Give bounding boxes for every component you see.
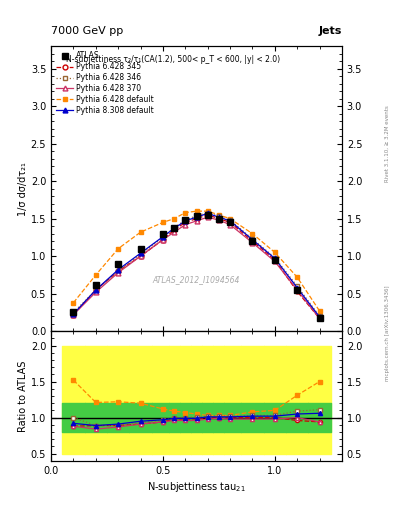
Pythia 6.428 345 xyxy=(317,315,322,322)
Text: ATLAS_2012_I1094564: ATLAS_2012_I1094564 xyxy=(153,275,240,284)
Pythia 6.428 default xyxy=(228,216,232,222)
Pythia 6.428 345 xyxy=(194,216,199,222)
Pythia 6.428 default xyxy=(217,212,221,218)
Pythia 6.428 346 xyxy=(116,268,121,274)
Pythia 6.428 370 xyxy=(161,237,165,243)
Pythia 6.428 370 xyxy=(172,229,176,235)
Pythia 6.428 346 xyxy=(71,309,76,315)
Pythia 6.428 346 xyxy=(94,287,98,293)
Pythia 6.428 345 xyxy=(71,312,76,318)
Line: Pythia 6.428 345: Pythia 6.428 345 xyxy=(71,212,322,321)
Pythia 6.428 default xyxy=(194,208,199,214)
Pythia 8.308 default xyxy=(194,214,199,220)
Pythia 6.428 default xyxy=(183,209,188,216)
Pythia 6.428 346 xyxy=(295,283,299,289)
Text: 7000 GeV pp: 7000 GeV pp xyxy=(51,26,123,36)
Pythia 6.428 346 xyxy=(250,236,255,242)
Pythia 6.428 370 xyxy=(71,312,76,318)
Pythia 8.308 default xyxy=(228,218,232,224)
Pythia 8.308 default xyxy=(217,214,221,220)
Pythia 8.308 default xyxy=(138,250,143,256)
Pythia 6.428 default xyxy=(94,272,98,278)
Pythia 6.428 346 xyxy=(161,234,165,241)
Pythia 6.428 default xyxy=(138,229,143,235)
Line: Pythia 6.428 370: Pythia 6.428 370 xyxy=(71,215,322,321)
Pythia 6.428 370 xyxy=(217,217,221,223)
Pythia 8.308 default xyxy=(116,267,121,273)
Pythia 6.428 345 xyxy=(228,219,232,225)
Pythia 6.428 default xyxy=(71,300,76,306)
Pythia 6.428 370 xyxy=(317,315,322,322)
Pythia 6.428 346 xyxy=(205,209,210,216)
Pythia 6.428 370 xyxy=(94,289,98,295)
Pythia 6.428 370 xyxy=(205,214,210,220)
Pythia 6.428 370 xyxy=(250,240,255,246)
Pythia 6.428 default xyxy=(295,274,299,280)
Pythia 6.428 345 xyxy=(94,287,98,293)
Line: Pythia 6.428 346: Pythia 6.428 346 xyxy=(71,210,322,318)
Pythia 6.428 default xyxy=(250,230,255,237)
Pythia 8.308 default xyxy=(183,218,188,224)
Pythia 8.308 default xyxy=(250,237,255,243)
Pythia 6.428 370 xyxy=(194,218,199,224)
Pythia 6.428 345 xyxy=(250,238,255,244)
Pythia 6.428 345 xyxy=(116,268,121,274)
Pythia 6.428 370 xyxy=(295,287,299,293)
Text: Rivet 3.1.10, ≥ 3.2M events: Rivet 3.1.10, ≥ 3.2M events xyxy=(385,105,390,182)
Pythia 6.428 346 xyxy=(194,212,199,219)
Pythia 8.308 default xyxy=(71,311,76,317)
Pythia 6.428 345 xyxy=(217,216,221,222)
Pythia 6.428 346 xyxy=(317,313,322,319)
Pythia 6.428 345 xyxy=(295,288,299,294)
Pythia 6.428 346 xyxy=(138,251,143,258)
Pythia 6.428 346 xyxy=(272,254,277,261)
Y-axis label: 1/σ dσ/dτ₂₁: 1/σ dσ/dτ₂₁ xyxy=(18,162,28,216)
Text: mcplots.cern.ch [arXiv:1306.3436]: mcplots.cern.ch [arXiv:1306.3436] xyxy=(385,285,390,380)
Pythia 6.428 default xyxy=(161,219,165,225)
Pythia 6.428 346 xyxy=(172,225,176,231)
Pythia 8.308 default xyxy=(295,285,299,291)
Pythia 6.428 346 xyxy=(217,214,221,220)
Pythia 8.308 default xyxy=(272,255,277,262)
Text: Jets: Jets xyxy=(319,26,342,36)
Pythia 6.428 345 xyxy=(205,212,210,218)
Pythia 8.308 default xyxy=(94,287,98,293)
Legend: ATLAS, Pythia 6.428 345, Pythia 6.428 346, Pythia 6.428 370, Pythia 6.428 defaul: ATLAS, Pythia 6.428 345, Pythia 6.428 34… xyxy=(55,50,156,117)
Pythia 6.428 345 xyxy=(172,227,176,233)
Pythia 6.428 370 xyxy=(228,222,232,228)
Line: Pythia 6.428 default: Pythia 6.428 default xyxy=(71,209,322,313)
Line: Pythia 8.308 default: Pythia 8.308 default xyxy=(71,211,322,319)
Pythia 6.428 370 xyxy=(116,270,121,276)
Pythia 6.428 370 xyxy=(183,222,188,228)
Y-axis label: Ratio to ATLAS: Ratio to ATLAS xyxy=(18,360,28,432)
Pythia 6.428 345 xyxy=(183,219,188,225)
Pythia 8.308 default xyxy=(205,210,210,217)
Pythia 6.428 345 xyxy=(138,253,143,259)
Pythia 6.428 346 xyxy=(228,217,232,223)
Pythia 6.428 default xyxy=(272,249,277,255)
Pythia 6.428 345 xyxy=(272,257,277,263)
Pythia 8.308 default xyxy=(161,233,165,240)
Pythia 6.428 346 xyxy=(183,217,188,223)
Pythia 8.308 default xyxy=(172,225,176,231)
Pythia 6.428 345 xyxy=(161,237,165,243)
Text: N-subjettiness τ₂/τ₁(CA(1.2), 500< p_T < 600, |y| < 2.0): N-subjettiness τ₂/τ₁(CA(1.2), 500< p_T <… xyxy=(66,55,280,63)
Pythia 6.428 default xyxy=(172,216,176,222)
Pythia 8.308 default xyxy=(317,314,322,320)
Pythia 6.428 default xyxy=(205,208,210,214)
Pythia 6.428 default xyxy=(116,246,121,252)
Pythia 6.428 370 xyxy=(272,259,277,265)
Pythia 6.428 default xyxy=(317,308,322,314)
Pythia 6.428 370 xyxy=(138,253,143,259)
X-axis label: N-subjettiness tau$_{21}$: N-subjettiness tau$_{21}$ xyxy=(147,480,246,494)
